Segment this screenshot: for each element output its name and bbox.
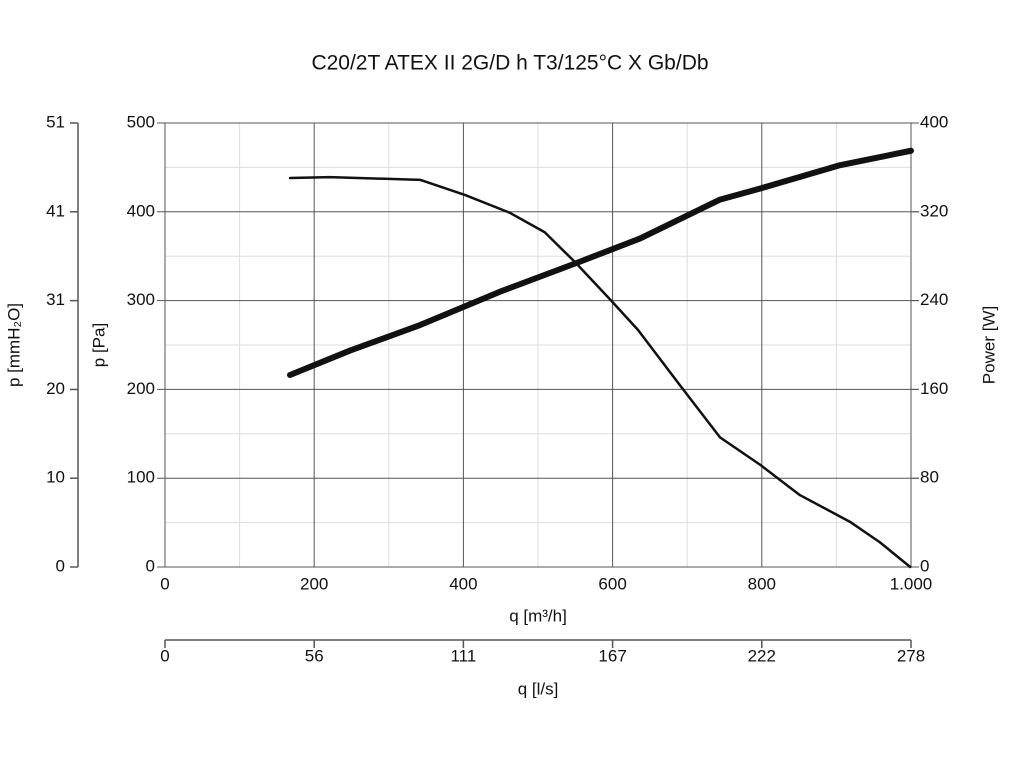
curve <box>288 175 912 569</box>
x2-tick-label: 278 <box>897 646 925 665</box>
y3-tick-label: 31 <box>46 290 65 309</box>
curve <box>287 147 914 378</box>
y2-tick-label: 400 <box>920 112 948 131</box>
x-tick-label: 0 <box>160 574 169 593</box>
chart-title: C20/2T ATEX II 2G/D h T3/125°C X Gb/Db <box>311 52 708 75</box>
y-tick-label: 0 <box>146 556 155 575</box>
x-tick-label: 200 <box>300 574 328 593</box>
y3-tick-label: 20 <box>46 379 65 398</box>
y-axis-label: p [Pa] <box>89 323 108 367</box>
x-axis-label: q [m³/h] <box>509 606 567 625</box>
x2-tick-label: 111 <box>450 646 476 665</box>
x2-tick-label: 222 <box>748 646 776 665</box>
y3-axis-label: p [mmH₂O] <box>4 303 23 387</box>
y2-axis-label: Power [W] <box>979 306 998 384</box>
y2-tick-label: 320 <box>920 201 948 220</box>
x-tick-label: 1.000 <box>890 574 933 593</box>
y3-tick-label: 51 <box>46 112 65 131</box>
x2-tick-label: 167 <box>598 646 626 665</box>
y-tick-label: 100 <box>127 468 155 487</box>
y3-tick-label: 0 <box>56 556 65 575</box>
x2-tick-label: 56 <box>305 646 324 665</box>
y-tick-label: 500 <box>127 112 155 131</box>
y2-tick-label: 0 <box>920 556 929 575</box>
y-tick-label: 300 <box>127 290 155 309</box>
x-tick-label: 600 <box>598 574 626 593</box>
y3-tick-label: 10 <box>46 468 65 487</box>
x-tick-label: 400 <box>449 574 477 593</box>
y-tick-label: 200 <box>127 379 155 398</box>
y2-tick-label: 160 <box>920 379 948 398</box>
x-tick-label: 800 <box>748 574 776 593</box>
y-tick-label: 400 <box>127 201 155 220</box>
x2-tick-label: 0 <box>160 646 169 665</box>
y3-tick-label: 41 <box>46 201 65 220</box>
x2-axis-label: q [l/s] <box>518 679 559 698</box>
y2-tick-label: 240 <box>920 290 948 309</box>
y2-tick-label: 80 <box>920 468 939 487</box>
